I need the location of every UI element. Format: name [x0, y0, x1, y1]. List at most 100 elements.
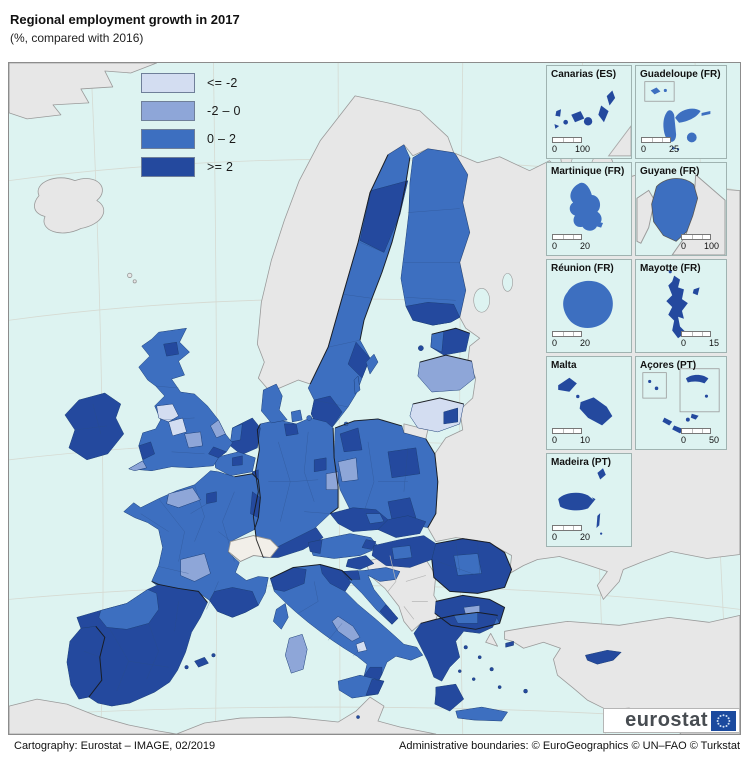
netherlands-region — [230, 423, 243, 443]
inset-acores: Açores (PT) 0 50 — [635, 356, 727, 450]
poland-region — [337, 457, 359, 483]
balearic-islands — [194, 656, 209, 668]
france-region — [180, 553, 211, 582]
inset-mayotte-map — [666, 270, 700, 339]
balkan-borders — [387, 555, 428, 620]
legend-row: 0 – 2 — [141, 129, 241, 149]
denmark-islands — [290, 409, 303, 423]
inset-label: Açores (PT) — [640, 360, 697, 371]
scale-bar: 0 100 — [552, 137, 592, 154]
legend-label: >= 2 — [207, 160, 234, 174]
italy-region — [355, 641, 368, 653]
uk-region — [184, 431, 203, 449]
inset-acores-map — [642, 368, 720, 434]
scale-max: 50 — [708, 435, 719, 445]
scale-bar: 0 20 — [552, 525, 592, 542]
page-title: Regional employment growth in 2017 — [10, 12, 240, 27]
inset-guyane-map — [636, 173, 726, 255]
inset-label: Madeira (PT) — [551, 457, 612, 468]
region-borders — [74, 208, 480, 692]
europe-map: <= -2 -2 – 0 0 – 2 >= 2 Canarias (ES) — [8, 62, 741, 735]
boundaries-credit: Administrative boundaries: © EuroGeograp… — [398, 740, 740, 752]
scale-min: 0 — [552, 435, 558, 445]
footer: Cartography: Eurostat – IMAGE, 02/2019 A… — [0, 740, 749, 752]
germany-region — [313, 457, 327, 473]
belgium-region — [232, 455, 243, 467]
inset-label: Martinique (FR) — [551, 166, 625, 177]
faroe-islands — [132, 279, 137, 284]
czechia-region — [365, 513, 385, 524]
inset-malta: Malta 0 10 — [546, 356, 632, 450]
ireland — [64, 392, 124, 461]
scale-min: 0 — [552, 532, 558, 542]
scale-min: 0 — [681, 435, 687, 445]
cartography-credit: Cartography: Eurostat – IMAGE, 02/2019 — [14, 740, 216, 752]
legend-swatch-minus2-0 — [141, 101, 195, 121]
romania-region — [453, 553, 482, 576]
germany-region — [284, 423, 299, 437]
scale-bar: 0 100 — [681, 234, 721, 251]
eurostat-logo-text: eurostat — [625, 709, 708, 731]
scale-max: 20 — [579, 241, 590, 251]
scale-max: 100 — [703, 241, 719, 251]
france-region — [209, 587, 259, 618]
cyprus — [585, 650, 622, 665]
inset-guyane: Guyane (FR) 0 100 — [635, 162, 727, 256]
legend-row: -2 – 0 — [141, 101, 241, 121]
sardinia — [285, 634, 308, 674]
scale-bar: 0 50 — [681, 428, 721, 445]
map-legend: <= -2 -2 – 0 0 – 2 >= 2 — [141, 73, 241, 185]
scale-max: 20 — [579, 338, 590, 348]
croatia-region — [341, 570, 361, 580]
hungary-region — [391, 545, 413, 560]
balearic-islands — [184, 665, 189, 670]
scale-bar: 0 10 — [552, 428, 592, 445]
croatia-region — [379, 604, 399, 625]
lithuania-region — [443, 407, 459, 425]
uk-region — [208, 446, 227, 459]
inset-madeira-map — [558, 468, 606, 535]
country-borders — [88, 154, 513, 698]
north-africa-west — [9, 698, 177, 734]
legend-label: 0 – 2 — [207, 132, 237, 146]
gotland — [365, 353, 379, 375]
uk-region — [210, 419, 226, 439]
switzerland — [227, 535, 279, 563]
eu-flag-icon — [711, 710, 736, 731]
faroe-islands — [127, 272, 133, 278]
scale-min: 0 — [681, 241, 687, 251]
scale-max: 10 — [579, 435, 590, 445]
italy-region — [331, 616, 361, 642]
sicily-region — [365, 678, 385, 696]
scale-max: 25 — [668, 144, 679, 154]
uk-region — [163, 341, 179, 357]
legend-swatch-0-2 — [141, 129, 195, 149]
slovakia — [377, 515, 427, 538]
scale-bar: 0 20 — [552, 331, 592, 348]
inset-malta-map — [558, 377, 613, 426]
page-subtitle: (%, compared with 2016) — [10, 31, 144, 45]
uk-region — [138, 441, 155, 461]
uk-region — [128, 460, 147, 472]
saaremaa — [418, 345, 424, 351]
finland — [400, 148, 470, 326]
france-region — [166, 487, 201, 508]
malta-dot — [356, 715, 360, 719]
scale-max: 15 — [708, 338, 719, 348]
inset-madeira: Madeira (PT) 0 20 — [546, 453, 632, 547]
austria-region — [307, 539, 323, 554]
legend-label: <= -2 — [207, 76, 238, 90]
inset-canarias: Canarias (ES) 0 100 — [546, 65, 632, 159]
france-region — [206, 491, 217, 504]
uk-region — [168, 417, 187, 437]
scale-min: 0 — [552, 241, 558, 251]
inset-label: Guadeloupe (FR) — [640, 69, 721, 80]
oland — [353, 375, 361, 395]
eurostat-logo: eurostat — [603, 708, 740, 733]
spain-region — [98, 589, 159, 630]
poland-region — [387, 497, 417, 520]
united-kingdom — [128, 327, 233, 472]
balearic-islands — [211, 653, 216, 658]
denmark-islands — [306, 415, 312, 421]
scale-min: 0 — [552, 338, 558, 348]
